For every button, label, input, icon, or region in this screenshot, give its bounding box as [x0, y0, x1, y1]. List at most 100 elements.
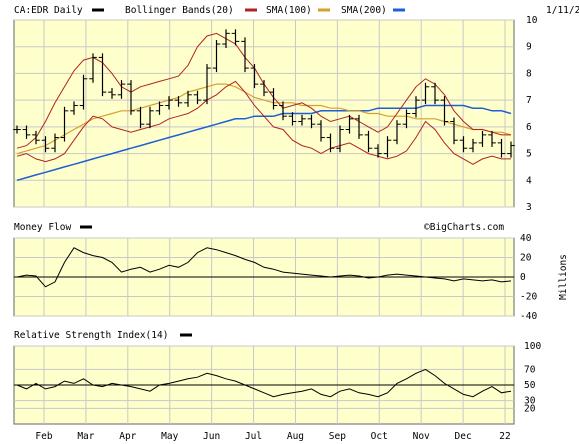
x-axis: Feb Mar Apr May Jun Jul Aug Sep Oct Nov Dec 22 [35, 431, 510, 442]
price-y-tick-label: 5 [526, 149, 532, 160]
price-bar [165, 96, 173, 110]
price-bar [193, 90, 202, 105]
price-bar [288, 112, 297, 126]
price-y-tick-label: 3 [526, 202, 532, 213]
price-bar [469, 138, 477, 153]
price-bar [51, 133, 59, 153]
money-flow-y-tick-label: -40 [520, 311, 537, 322]
x-tick-label: Oct [371, 431, 388, 442]
money-flow-y-tick-label: 40 [520, 233, 532, 244]
money-flow-y-axis: -40 -20 0 20 40 [520, 233, 537, 322]
money-flow-line [16, 247, 512, 288]
price-bar [478, 130, 487, 147]
price-bar [260, 80, 268, 97]
money-flow-y-tick-label: -20 [520, 292, 537, 303]
rsi-line [16, 368, 512, 398]
price-bar [412, 96, 420, 118]
price-bar [317, 120, 325, 142]
price-bar [98, 53, 107, 97]
price-bar [222, 29, 230, 49]
money-flow-y-tick-label: 0 [520, 272, 526, 283]
rsi-y-tick-label: 20 [524, 403, 536, 414]
price-bar [497, 138, 506, 158]
x-tick-label: Jul [245, 431, 262, 442]
x-tick-label: 22 [499, 431, 510, 442]
price-bar [345, 114, 354, 134]
money-flow-unit: Millions [558, 254, 569, 300]
sma100-line [16, 83, 512, 155]
price-bar [393, 120, 401, 145]
price-bar [298, 114, 306, 126]
price-bar [326, 133, 335, 153]
x-tick-label: May [161, 431, 178, 442]
sma100-legend-label: SMA(100) [266, 5, 312, 16]
price-y-tick-label: 6 [526, 122, 532, 133]
price-y-tick-label: 7 [526, 95, 532, 106]
price-bar [13, 125, 21, 134]
price-bar [89, 53, 97, 83]
price-bar [383, 136, 392, 158]
price-bars [13, 29, 515, 158]
bollinger-legend-label: Bollinger Bands(20) [125, 5, 234, 16]
chart-date: 1/11/22 [546, 5, 579, 16]
price-bar [146, 106, 154, 129]
price-bar [440, 96, 449, 126]
rsi-y-tick-label: 100 [524, 341, 541, 352]
price-bar [250, 64, 259, 89]
price-bar [279, 101, 287, 121]
price-panel [13, 19, 515, 208]
price-bar [79, 74, 88, 110]
rsi-y-tick-label: 70 [524, 364, 536, 375]
price-bar [136, 106, 145, 129]
price-bar [431, 82, 439, 105]
x-tick-label: Nov [413, 431, 430, 442]
price-bar [155, 101, 164, 115]
price-y-tick-label: 4 [526, 175, 532, 186]
price-bar [231, 29, 240, 46]
x-tick-label: Jun [203, 431, 220, 442]
price-bar [374, 144, 382, 158]
x-tick-label: Mar [77, 431, 94, 442]
price-bar [459, 136, 468, 153]
price-y-tick-label: 9 [526, 42, 532, 53]
bollinger-lower-line [16, 80, 511, 165]
price-bar [507, 141, 515, 158]
price-bar [184, 90, 192, 107]
price-bar [336, 125, 344, 153]
price-bar [70, 101, 78, 115]
rsi-y-tick-label: 30 [524, 396, 536, 407]
price-bar [127, 80, 135, 115]
price-bar [488, 130, 496, 147]
x-tick-label: Sep [329, 431, 346, 442]
price-bar [450, 117, 458, 145]
watermark: ©BigCharts.com [424, 222, 504, 233]
money-flow-y-tick-label: 20 [520, 253, 532, 264]
x-tick-label: Feb [35, 431, 52, 442]
price-bar [41, 136, 50, 153]
price-bar [32, 130, 40, 145]
price-bar [307, 114, 316, 129]
price-y-tick-label: 8 [526, 68, 532, 79]
price-bar [117, 80, 126, 99]
rsi-y-tick-label: 50 [524, 380, 536, 391]
price-bar [241, 37, 249, 73]
price-bar [60, 106, 69, 142]
price-bar [212, 40, 221, 73]
price-bar [402, 109, 411, 129]
x-tick-label: Dec [455, 431, 472, 442]
price-bar [421, 82, 430, 105]
symbol-label: CA:EDR Daily [14, 5, 83, 16]
x-tick-label: Apr [119, 431, 136, 442]
price-y-tick-label: 10 [526, 15, 538, 26]
price-bar [108, 88, 116, 99]
money-flow-title: Money Flow [14, 222, 71, 233]
price-y-axis: 3 4 5 6 7 8 9 10 [526, 15, 538, 213]
price-bar [22, 125, 31, 139]
price-bar [203, 64, 211, 105]
x-tick-label: Aug [287, 431, 304, 442]
price-bar [269, 88, 278, 110]
price-bar [364, 130, 373, 153]
rsi-title: Relative Strength Index(14) [14, 330, 168, 341]
